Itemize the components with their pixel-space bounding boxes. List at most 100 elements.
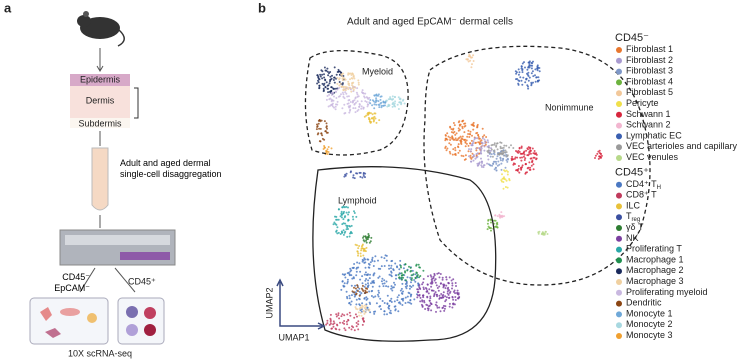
umap-point bbox=[531, 70, 534, 73]
umap-point bbox=[350, 284, 353, 287]
umap-point bbox=[400, 272, 403, 275]
umap-point bbox=[523, 153, 526, 156]
umap-point bbox=[496, 148, 499, 151]
umap-point bbox=[380, 256, 383, 259]
umap-point bbox=[515, 71, 518, 74]
umap-point bbox=[365, 96, 368, 99]
umap-point bbox=[342, 285, 345, 288]
umap-point bbox=[485, 136, 488, 138]
umap-point bbox=[434, 281, 437, 284]
umap-point bbox=[357, 79, 360, 82]
legend-swatch bbox=[616, 235, 622, 242]
legend-swatch bbox=[616, 268, 622, 275]
umap-point bbox=[357, 254, 359, 257]
umap-point bbox=[383, 279, 386, 282]
umap-point bbox=[408, 287, 411, 290]
umap-point bbox=[517, 82, 520, 85]
umap-point bbox=[530, 149, 532, 152]
umap-point bbox=[349, 101, 352, 103]
umap-point bbox=[597, 157, 600, 160]
umap-point bbox=[346, 313, 349, 316]
umap-point bbox=[356, 110, 359, 112]
umap-point bbox=[402, 276, 405, 279]
umap-point bbox=[475, 149, 478, 152]
umap-point bbox=[528, 161, 531, 164]
umap-point bbox=[349, 303, 352, 306]
umap-point bbox=[487, 144, 490, 147]
umap-point bbox=[322, 87, 325, 90]
umap-point bbox=[335, 215, 338, 218]
legend-swatch bbox=[616, 79, 622, 86]
umap-point bbox=[530, 164, 533, 167]
umap-point bbox=[454, 149, 457, 152]
umap-point bbox=[438, 276, 441, 279]
umap-point bbox=[345, 224, 348, 227]
umap-point bbox=[348, 302, 351, 305]
umap-point bbox=[337, 231, 340, 234]
umap-point bbox=[380, 308, 382, 311]
legend-text: CD4⁺ T bbox=[626, 179, 657, 189]
umap-point bbox=[365, 298, 368, 301]
umap-point bbox=[393, 281, 395, 284]
legend-label: CD4⁺ TH bbox=[626, 179, 661, 190]
umap-point bbox=[332, 99, 335, 102]
cell-box bbox=[29, 297, 109, 345]
umap-point bbox=[535, 153, 538, 156]
umap-point bbox=[524, 172, 527, 175]
umap-point bbox=[444, 147, 447, 149]
umap-point bbox=[326, 84, 329, 87]
umap-point bbox=[317, 79, 319, 82]
umap-point bbox=[533, 156, 536, 159]
umap-point bbox=[479, 150, 482, 153]
umap-point bbox=[451, 153, 454, 156]
cell-icons bbox=[40, 306, 156, 338]
umap-point bbox=[454, 152, 457, 155]
umap-point bbox=[347, 211, 350, 214]
umap-point bbox=[354, 291, 357, 294]
umap-point bbox=[345, 92, 348, 95]
umap-point bbox=[463, 158, 466, 161]
umap-point bbox=[349, 314, 352, 317]
umap-point bbox=[439, 273, 442, 275]
umap-point bbox=[502, 187, 505, 190]
umap-point bbox=[404, 279, 407, 282]
umap-point bbox=[345, 320, 348, 323]
umap-point bbox=[451, 137, 454, 140]
umap-point bbox=[499, 216, 502, 219]
umap-point bbox=[426, 289, 429, 292]
umap-point bbox=[430, 285, 433, 288]
umap-point bbox=[521, 156, 523, 159]
umap-point bbox=[355, 274, 358, 277]
umap-point bbox=[445, 284, 448, 287]
umap-point bbox=[444, 305, 447, 308]
umap-point bbox=[529, 168, 532, 171]
umap-point bbox=[543, 233, 546, 236]
umap-point bbox=[335, 91, 338, 93]
umap-point bbox=[473, 138, 476, 141]
umap-point bbox=[504, 178, 507, 181]
legend-swatch bbox=[616, 300, 622, 307]
umap-point bbox=[347, 318, 350, 321]
umap-point bbox=[321, 73, 324, 76]
umap-point bbox=[453, 138, 456, 141]
umap-point bbox=[546, 233, 549, 235]
umap-point bbox=[467, 133, 470, 135]
umap-point bbox=[333, 106, 335, 109]
region-label: Myeloid bbox=[362, 66, 393, 76]
umap-point bbox=[435, 284, 438, 287]
umap-point bbox=[538, 70, 541, 73]
umap-point bbox=[401, 298, 404, 301]
umap-point bbox=[344, 222, 347, 225]
umap-point bbox=[600, 154, 603, 157]
umap-point bbox=[486, 154, 489, 157]
umap-point bbox=[496, 221, 499, 224]
umap-point bbox=[516, 156, 519, 159]
umap-point bbox=[350, 90, 353, 93]
umap-point bbox=[464, 141, 467, 144]
umap-point bbox=[342, 212, 345, 215]
legend-label: Proliferating T bbox=[626, 244, 682, 254]
umap-point bbox=[348, 326, 351, 329]
legend-text: Monocyte 2 bbox=[626, 320, 673, 330]
umap-point bbox=[369, 102, 372, 105]
umap-point bbox=[490, 229, 492, 232]
